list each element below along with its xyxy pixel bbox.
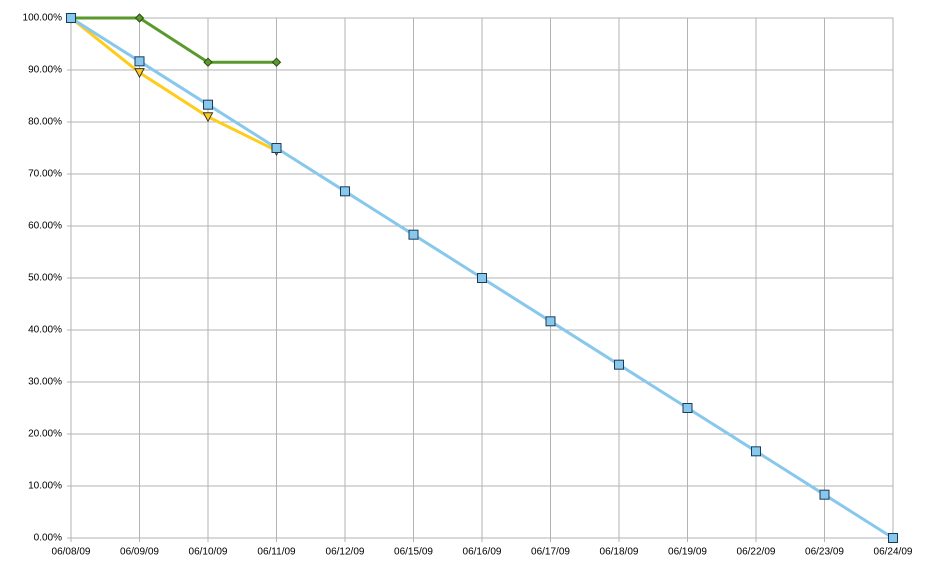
marker xyxy=(203,57,213,67)
marker xyxy=(271,143,282,153)
x-tick-label: 06/24/09 xyxy=(874,547,913,558)
marker xyxy=(751,446,761,457)
plot-frame xyxy=(70,17,894,539)
marker xyxy=(134,13,145,23)
x-tick-label: 06/19/09 xyxy=(668,547,707,558)
x-tick-label: 06/11/09 xyxy=(257,547,296,558)
x-tick-label: 06/16/09 xyxy=(463,547,502,558)
marker xyxy=(134,56,145,67)
series-line xyxy=(71,16,277,64)
x-tick-label: 06/18/09 xyxy=(600,547,639,558)
marker xyxy=(271,57,282,67)
y-tick-label: 90.00% xyxy=(28,65,62,76)
marker xyxy=(408,229,419,240)
x-tick-label: 06/15/09 xyxy=(394,547,433,558)
marker xyxy=(819,489,830,500)
y-tick-label: 50.00% xyxy=(28,273,62,284)
marker xyxy=(134,68,145,79)
marker xyxy=(888,533,898,543)
x-tick-label: 06/10/09 xyxy=(189,547,228,558)
marker xyxy=(66,13,76,23)
y-tick-label: 0.00% xyxy=(34,533,62,544)
x-tick-label: 06/09/09 xyxy=(120,547,159,558)
marker xyxy=(202,112,214,123)
marker xyxy=(477,273,487,283)
x-tick-label: 06/22/09 xyxy=(737,547,776,558)
y-tick-label: 10.00% xyxy=(28,481,62,492)
x-tick-label: 06/08/09 xyxy=(52,547,91,558)
y-tick-label: 20.00% xyxy=(28,429,62,440)
y-tick-label: 60.00% xyxy=(28,221,62,232)
y-tick-label: 80.00% xyxy=(28,117,62,128)
marker xyxy=(545,316,556,327)
marker xyxy=(340,186,350,197)
marker xyxy=(682,403,693,413)
x-tick-label: 06/23/09 xyxy=(805,547,844,558)
y-tick-label: 100.00% xyxy=(23,13,63,24)
y-tick-label: 70.00% xyxy=(28,169,62,180)
y-tick-label: 40.00% xyxy=(28,325,62,336)
series-line xyxy=(70,16,278,152)
x-tick-label: 06/12/09 xyxy=(326,547,365,558)
marker xyxy=(614,359,624,370)
marker xyxy=(203,99,213,110)
y-tick-label: 30.00% xyxy=(28,377,62,388)
x-tick-label: 06/17/09 xyxy=(531,547,570,558)
